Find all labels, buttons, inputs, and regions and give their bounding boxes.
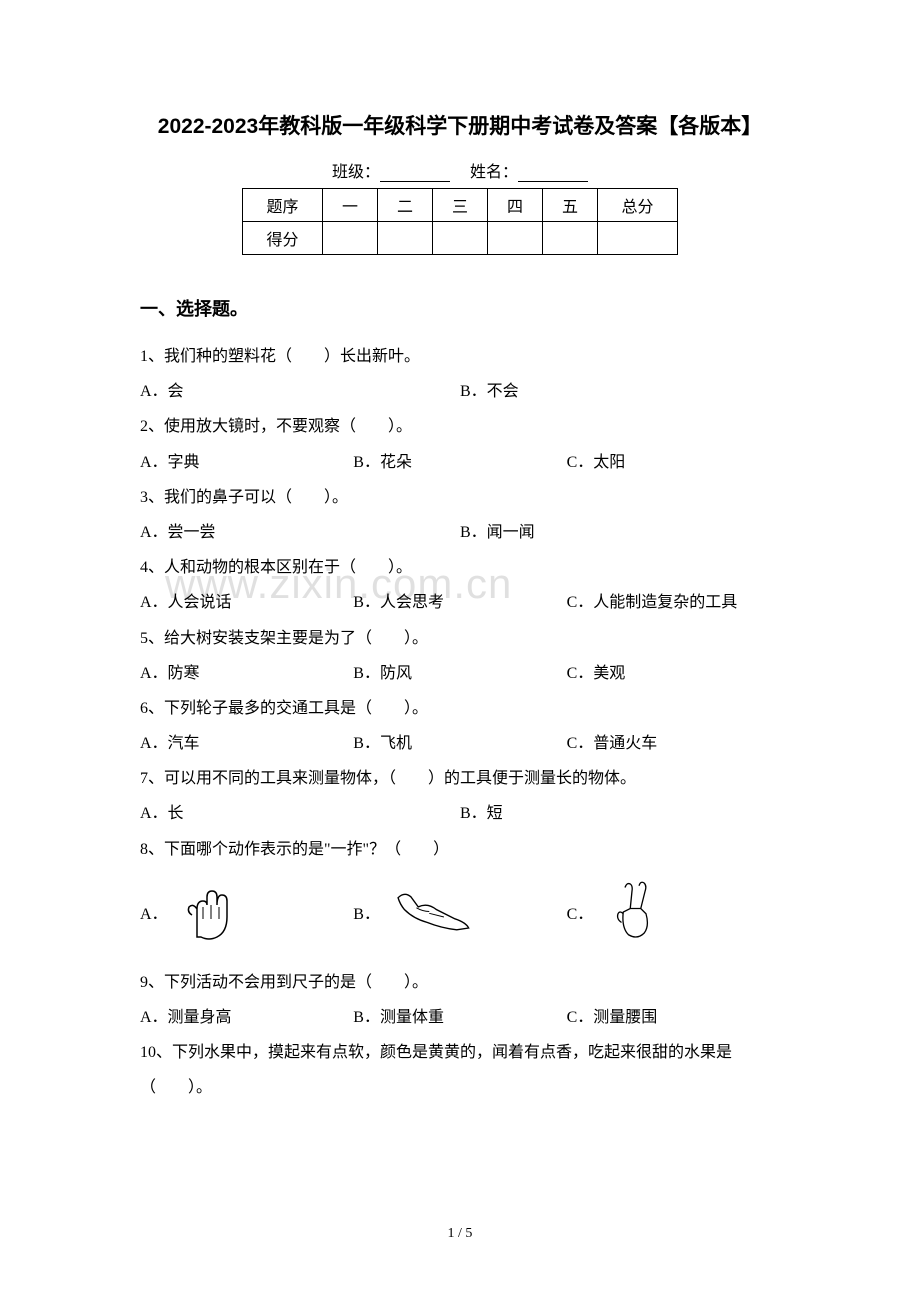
cell: 二 <box>378 189 433 222</box>
q6-B: B．飞机 <box>353 726 566 761</box>
cell: 一 <box>323 189 378 222</box>
cell-total: 总分 <box>598 189 678 222</box>
page-number: 1 / 5 <box>0 1226 920 1242</box>
q9-B: B．测量体重 <box>353 1000 566 1035</box>
q8-B-label: B． <box>353 900 380 924</box>
q5-B: B．防风 <box>353 656 566 691</box>
q10-stem: 10、下列水果中，摸起来有点软，颜色是黄黄的，闻着有点香，吃起来很甜的水果是（ … <box>140 1035 780 1105</box>
name-label: 姓名： <box>470 164 518 181</box>
q8-A: A． <box>140 877 353 947</box>
q8-A-label: A． <box>140 900 168 924</box>
q5-stem: 5、给大树安装支架主要是为了（ ）。 <box>140 621 780 656</box>
cell-header: 题序 <box>243 189 323 222</box>
cell <box>378 222 433 255</box>
q1-A: A．会 <box>140 374 460 409</box>
cell: 五 <box>543 189 598 222</box>
cell: 四 <box>488 189 543 222</box>
exam-title: 2022-2023年教科版一年级科学下册期中考试卷及答案【各版本】 <box>140 110 780 140</box>
q6-A: A．汽车 <box>140 726 353 761</box>
q3-stem: 3、我们的鼻子可以（ ）。 <box>140 480 780 515</box>
q5-A: A．防寒 <box>140 656 353 691</box>
q1-B: B．不会 <box>460 374 780 409</box>
score-table: 题序 一 二 三 四 五 总分 得分 <box>242 188 678 255</box>
cell <box>323 222 378 255</box>
q8-options: A． B． C． <box>140 877 780 947</box>
q3-A: A．尝一尝 <box>140 515 460 550</box>
victory-hand-icon <box>601 877 663 947</box>
q7-options: A．长 B．短 <box>140 796 780 831</box>
cell <box>488 222 543 255</box>
span-hand-icon <box>388 884 476 939</box>
q9-A: A．测量身高 <box>140 1000 353 1035</box>
cell-header: 得分 <box>243 222 323 255</box>
fist-icon <box>176 877 238 947</box>
cell: 三 <box>433 189 488 222</box>
name-blank <box>518 166 588 182</box>
cell <box>543 222 598 255</box>
q5-C: C．美观 <box>567 656 780 691</box>
q2-A: A．字典 <box>140 445 353 480</box>
q3-B: B．闻一闻 <box>460 515 780 550</box>
class-name-row: 班级： 姓名： <box>140 158 780 182</box>
q4-options: A．人会说话 B．人会思考 C．人能制造复杂的工具 <box>140 585 780 620</box>
q6-options: A．汽车 B．飞机 C．普通火车 <box>140 726 780 761</box>
cell <box>433 222 488 255</box>
q9-stem: 9、下列活动不会用到尺子的是（ ）。 <box>140 965 780 1000</box>
q7-stem: 7、可以用不同的工具来测量物体，（ ）的工具便于测量长的物体。 <box>140 761 780 796</box>
q6-C: C．普通火车 <box>567 726 780 761</box>
q1-options: A．会 B．不会 <box>140 374 780 409</box>
q8-stem: 8、下面哪个动作表示的是"一拃"？（ ） <box>140 832 780 867</box>
q8-C: C． <box>567 877 780 947</box>
q2-stem: 2、使用放大镜时，不要观察（ ）。 <box>140 409 780 444</box>
q1-stem: 1、我们种的塑料花（ ）长出新叶。 <box>140 339 780 374</box>
q8-C-label: C． <box>567 900 594 924</box>
table-row: 题序 一 二 三 四 五 总分 <box>243 189 678 222</box>
q7-B: B．短 <box>460 796 780 831</box>
class-label: 班级： <box>332 164 380 181</box>
q7-A: A．长 <box>140 796 460 831</box>
q4-B: B．人会思考 <box>353 585 566 620</box>
q2-options: A．字典 B．花朵 C．太阳 <box>140 445 780 480</box>
q4-C: C．人能制造复杂的工具 <box>567 585 780 620</box>
q2-C: C．太阳 <box>567 445 780 480</box>
table-row: 得分 <box>243 222 678 255</box>
q6-stem: 6、下列轮子最多的交通工具是（ ）。 <box>140 691 780 726</box>
section-title: 一、选择题。 <box>140 295 780 321</box>
cell <box>598 222 678 255</box>
q9-C: C．测量腰围 <box>567 1000 780 1035</box>
q4-A: A．人会说话 <box>140 585 353 620</box>
q8-B: B． <box>353 884 566 939</box>
q9-options: A．测量身高 B．测量体重 C．测量腰围 <box>140 1000 780 1035</box>
class-blank <box>380 166 450 182</box>
q5-options: A．防寒 B．防风 C．美观 <box>140 656 780 691</box>
q4-stem: 4、人和动物的根本区别在于（ ）。 <box>140 550 780 585</box>
q2-B: B．花朵 <box>353 445 566 480</box>
q3-options: A．尝一尝 B．闻一闻 <box>140 515 780 550</box>
